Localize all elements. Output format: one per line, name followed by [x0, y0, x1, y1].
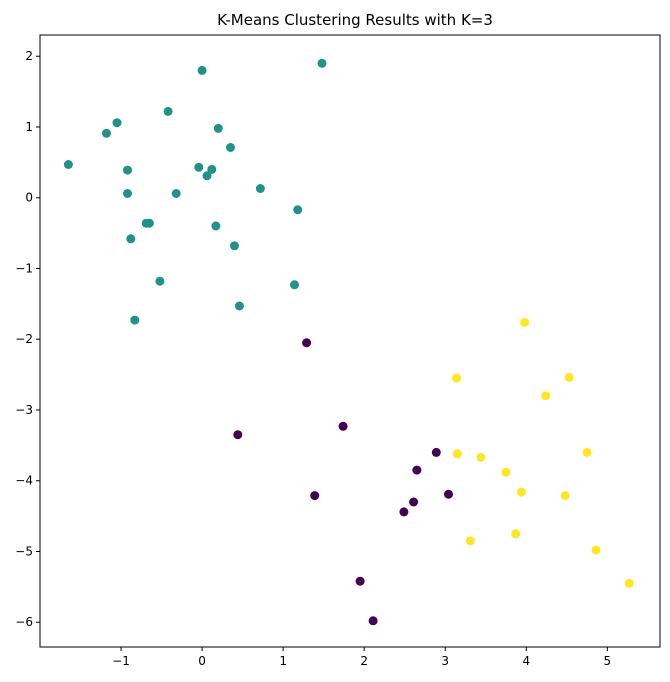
axes-frame	[39, 34, 661, 648]
cluster-0-point-17	[141, 218, 151, 228]
x-tick-label: 0	[198, 654, 206, 668]
y-axis: 2 1 0 −1 −2 −3 −4 −5 −6	[15, 49, 40, 629]
cluster-2-point-10	[511, 529, 521, 539]
cluster-0-point-0	[197, 65, 207, 75]
x-tick-label: 5	[603, 654, 611, 668]
cluster-0-point-6	[226, 143, 235, 152]
y-tick-label: 2	[25, 49, 33, 63]
cluster-0-point-22	[290, 280, 299, 290]
cluster-0-point-8	[123, 165, 132, 175]
cluster-0-point-21	[155, 276, 165, 286]
x-axis: −1 0 1 2 3 4 5	[112, 647, 611, 668]
cluster-2-point-1	[452, 373, 462, 383]
cluster-1-point-1	[233, 430, 243, 440]
cluster-0-point-14	[171, 189, 181, 198]
cluster-2-point-8	[516, 487, 526, 497]
cluster-2-point-12	[591, 545, 601, 555]
y-tick-label: 1	[25, 120, 33, 134]
cluster-0-point-15	[293, 205, 303, 215]
x-tick-label: 2	[360, 654, 368, 668]
cluster-1-point-0	[302, 338, 312, 348]
cluster-1-point-7	[409, 497, 419, 507]
cluster-2-point-2	[564, 372, 574, 382]
cluster-0-point-19	[126, 234, 136, 244]
cluster-0-point-1	[317, 58, 327, 68]
cluster-0-point-5	[213, 123, 223, 133]
cluster-0-point-12	[255, 184, 265, 193]
cluster-1-point-5	[310, 491, 320, 501]
chart-title: K-Means Clustering Results with K=3	[217, 11, 493, 29]
y-tick-label: 0	[25, 191, 33, 205]
cluster-0-point-2	[112, 118, 122, 128]
cluster-1-point-8	[399, 507, 409, 517]
cluster-0-point-18	[211, 221, 221, 231]
cluster-2-point-13	[624, 578, 634, 588]
points-layer	[63, 58, 634, 626]
cluster-2-point-9	[560, 491, 570, 501]
cluster-0-point-7	[63, 160, 73, 169]
x-tick-label: 3	[441, 654, 449, 668]
cluster-1-point-4	[412, 465, 422, 475]
cluster-2-point-0	[520, 317, 530, 327]
y-tick-label: −4	[15, 474, 33, 488]
cluster-0-point-4	[102, 128, 111, 138]
x-tick-label: 1	[279, 654, 287, 668]
y-tick-label: −6	[15, 615, 33, 629]
cluster-1-point-3	[431, 447, 441, 457]
cluster-2-point-5	[476, 452, 486, 462]
cluster-2-point-11	[465, 536, 475, 546]
cluster-0-point-20	[230, 241, 239, 251]
cluster-2-point-7	[501, 467, 511, 477]
y-tick-label: −1	[15, 261, 33, 275]
cluster-1-point-9	[355, 576, 365, 586]
cluster-2-point-3	[541, 391, 551, 401]
y-tick-label: −2	[15, 332, 33, 346]
cluster-2-point-4	[452, 449, 462, 459]
cluster-0-point-23	[234, 301, 244, 311]
cluster-1-point-10	[368, 616, 378, 626]
cluster-0-point-24	[130, 315, 140, 325]
cluster-1-point-6	[444, 489, 453, 499]
x-tick-label: 4	[522, 654, 530, 668]
cluster-0-point-11	[202, 171, 212, 181]
cluster-0-point-13	[123, 189, 132, 198]
cluster-0-point-3	[163, 106, 173, 116]
cluster-0-point-9	[194, 162, 204, 172]
cluster-1-point-2	[338, 421, 348, 431]
y-tick-label: −5	[15, 544, 33, 558]
x-tick-label: −1	[112, 654, 130, 668]
cluster-2-point-6	[582, 447, 592, 457]
y-tick-label: −3	[15, 403, 33, 417]
cluster-0-point-10	[207, 164, 217, 174]
